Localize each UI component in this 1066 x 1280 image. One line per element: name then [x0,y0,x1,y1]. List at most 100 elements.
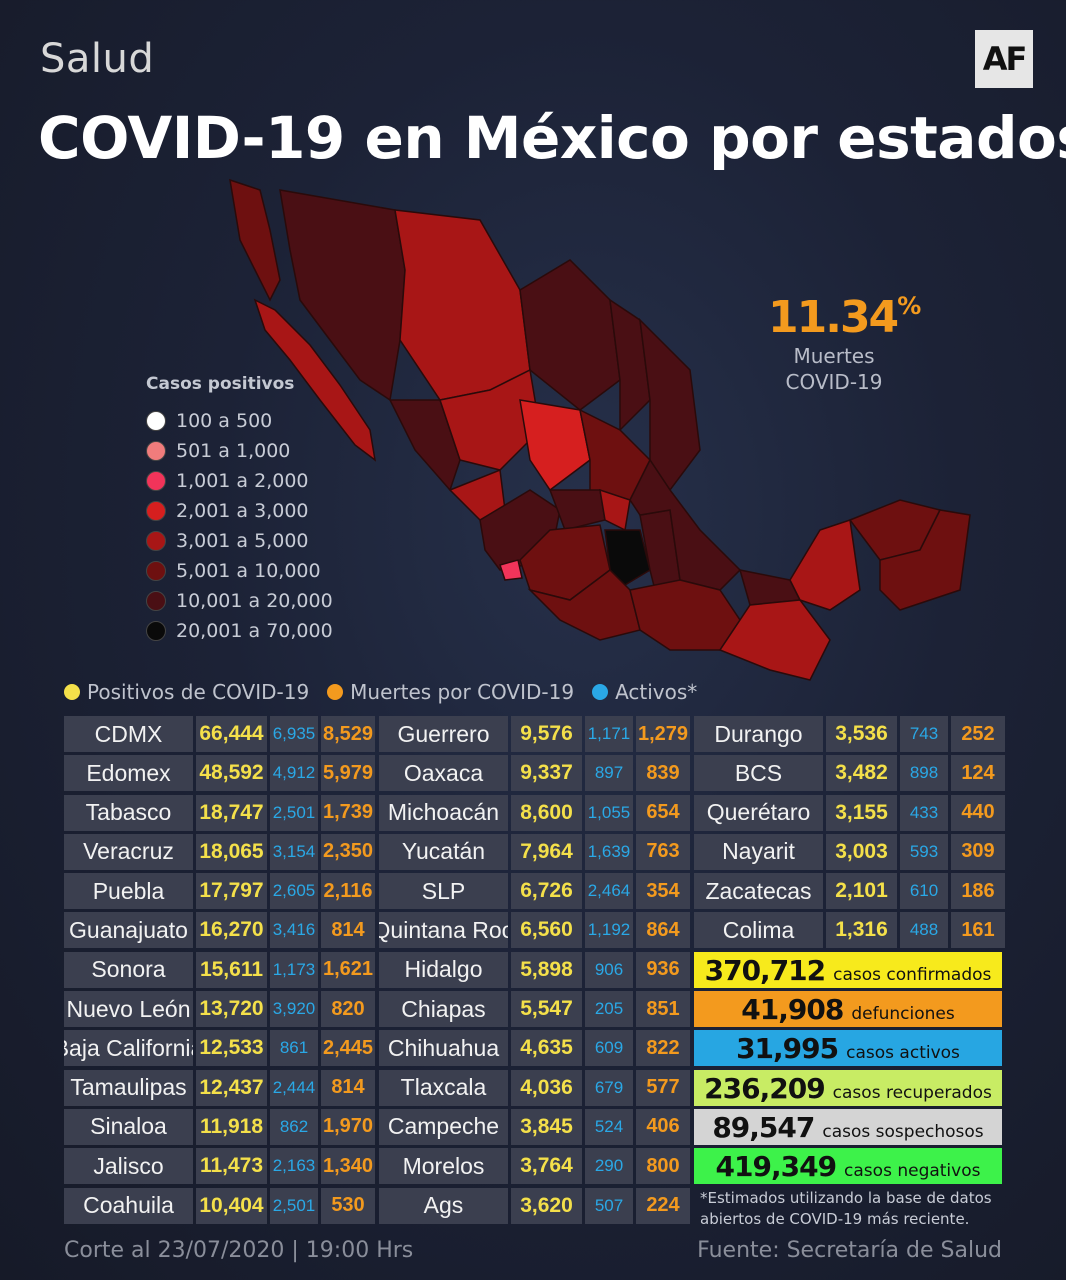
deaths: 814 [321,1069,375,1106]
map-bcs [253,298,377,462]
table-row: CDMX 66,444 6,935 8,529 [64,716,375,752]
positive-cases: 1,316 [826,912,897,949]
table-row: Querétaro 3,155 433 440 [694,794,1005,831]
active-cases: 1,173 [270,951,318,988]
table-row: BCS 3,482 898 124 [694,755,1005,792]
table-row: Campeche 3,845 524 406 [379,1108,690,1145]
positive-cases: 6,726 [511,873,582,910]
source: Fuente: Secretaría de Salud [697,1238,1002,1263]
deaths: 820 [321,991,375,1028]
legend-label: 5,001 a 10,000 [176,560,321,582]
state-name: Tamaulipas [64,1069,193,1106]
map-sinaloa [388,399,461,492]
legend-item: 10,001 a 20,000 [146,586,333,616]
deaths: 252 [951,716,1005,752]
deaths: 2,116 [321,873,375,910]
deaths: 839 [636,755,690,792]
legend-label: 3,001 a 5,000 [176,530,309,552]
positive-cases: 3,155 [826,794,897,831]
states-table-column-2: Guerrero 9,576 1,171 1,279 Oaxaca 9,337 897 839… [379,716,690,1224]
positive-cases: 12,533 [196,1030,267,1067]
positive-cases: 3,003 [826,833,897,870]
deaths: 1,739 [321,794,375,831]
table-row: Tamaulipas 12,437 2,444 814 [64,1069,375,1106]
positive-cases: 18,747 [196,794,267,831]
map-edomex [604,529,651,586]
active-cases: 6,935 [270,716,318,752]
table-row: Jalisco 11,473 2,163 1,340 [64,1148,375,1185]
table-row: Michoacán 8,600 1,055 654 [379,794,690,831]
active-cases: 610 [900,873,948,910]
table-row: Edomex 48,592 4,912 5,979 [64,755,375,792]
map-coahuila [519,259,621,411]
positive-cases: 11,918 [196,1108,267,1145]
legend-title: Casos positivos [146,374,295,394]
active-cases: 205 [585,991,633,1028]
summary-number: 31,995 [736,1032,839,1066]
active-cases: 1,192 [585,912,633,949]
active-cases: 3,920 [270,991,318,1028]
positive-cases: 15,611 [196,951,267,988]
active-cases: 1,639 [585,833,633,870]
positive-cases: 66,444 [196,716,267,752]
active-cases: 609 [585,1030,633,1067]
table-row: Hidalgo 5,898 906 936 [379,951,690,988]
summary-number: 89,547 [712,1111,815,1144]
state-name: CDMX [64,716,193,752]
deaths-percentage-label-2: COVID-19 [785,370,883,394]
positive-cases: 4,635 [511,1030,582,1067]
legend-item: 501 a 1,000 [146,436,333,466]
summary-box: 41,908 defunciones [694,991,1002,1028]
state-name: Quintana Roo [379,912,508,949]
table-row: Oaxaca 9,337 897 839 [379,755,690,792]
active-cases: 862 [270,1108,318,1145]
legend-color-dot-icon [146,591,166,611]
state-name: Oaxaca [379,755,508,792]
deaths: 1,340 [321,1148,375,1185]
table-row: Colima 1,316 488 161 [694,912,1005,949]
active-cases: 906 [585,951,633,988]
positive-cases: 3,482 [826,755,897,792]
state-name: Nayarit [694,833,823,870]
active-cases: 2,605 [270,873,318,910]
deaths: 1,621 [321,951,375,988]
active-cases: 898 [900,755,948,792]
legend-item: 3,001 a 5,000 [146,526,333,556]
table-row: Durango 3,536 743 252 [694,716,1005,752]
map-zacatecas [519,399,591,492]
state-name: Nuevo León [64,991,193,1028]
legend-item: 20,001 a 70,000 [146,616,333,646]
state-name: SLP [379,873,508,910]
yellow-dot-icon [64,684,80,700]
active-cases: 2,501 [270,794,318,831]
active-cases: 1,055 [585,794,633,831]
table-row: Puebla 17,797 2,605 2,116 [64,873,375,910]
key-activos: Activos* [592,680,697,704]
active-cases: 4,912 [270,755,318,792]
legend-color-dot-icon [146,621,166,641]
summary-number: 370,712 [704,953,827,987]
deaths: 2,445 [321,1030,375,1067]
summary-label: casos sospechosos [822,1122,984,1142]
state-name: Sonora [64,951,193,988]
key-positivos: Positivos de COVID-19 [64,680,309,704]
summary-label: casos activos [846,1043,960,1064]
state-name: Zacatecas [694,873,823,910]
summary-label: defunciones [851,1004,955,1025]
section-label: Salud [40,36,155,82]
deaths: 800 [636,1148,690,1185]
positive-cases: 3,845 [511,1108,582,1145]
deaths-percentage: 11.34% Muertes COVID-19 [768,292,921,395]
legend-item: 100 a 500 [146,406,333,436]
state-name: Tlaxcala [379,1069,508,1106]
positive-cases: 5,898 [511,951,582,988]
active-cases: 593 [900,833,948,870]
deaths: 2,350 [321,833,375,870]
map-chihuahua [394,209,531,401]
table-row: SLP 6,726 2,464 354 [379,873,690,910]
active-cases: 3,154 [270,833,318,870]
active-cases: 679 [585,1069,633,1106]
state-name: Jalisco [64,1148,193,1185]
summary-box: 370,712 casos confirmados [694,951,1002,988]
